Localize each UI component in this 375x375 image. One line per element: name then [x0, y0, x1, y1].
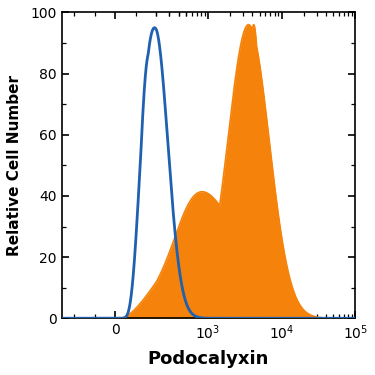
Y-axis label: Relative Cell Number: Relative Cell Number	[7, 75, 22, 256]
X-axis label: Podocalyxin: Podocalyxin	[148, 350, 269, 368]
